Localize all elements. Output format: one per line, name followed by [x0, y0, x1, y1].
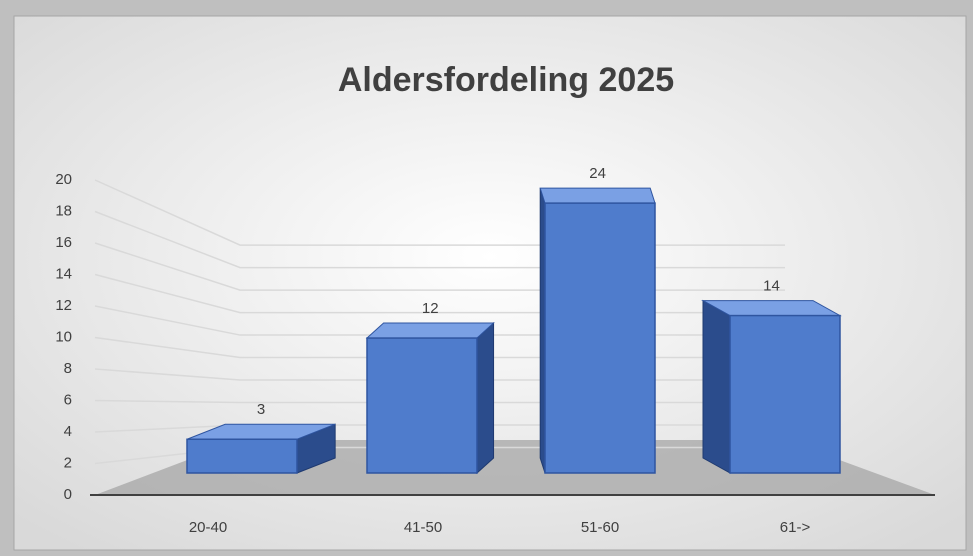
bar-top [539, 187, 656, 204]
y-tick-label: 6 [64, 391, 72, 408]
data-label: 14 [763, 278, 780, 295]
y-tick-label: 20 [55, 171, 72, 188]
data-label: 3 [257, 401, 265, 418]
y-tick-label: 14 [55, 265, 72, 282]
bar-side [702, 299, 731, 474]
y-tick-label: 10 [55, 328, 72, 345]
x-tick-label: 61-> [780, 519, 811, 536]
bar-group: 14 [701, 278, 842, 474]
y-tick-label: 12 [55, 297, 72, 314]
y-tick-label: 16 [55, 234, 72, 251]
bar-side [476, 321, 495, 475]
bars: 3 12 24 14 [186, 165, 842, 475]
x-tick-label: 51-60 [581, 519, 619, 536]
bar [186, 438, 298, 474]
y-tick-label: 0 [64, 486, 72, 503]
x-tick-label: 20-40 [189, 519, 227, 536]
bar [366, 337, 478, 474]
data-label: 12 [422, 300, 439, 317]
y-tick-label: 8 [64, 360, 72, 377]
y-tick-label: 2 [64, 454, 72, 471]
bar-group: 24 [539, 165, 656, 474]
bar [729, 314, 841, 474]
data-label: 24 [589, 165, 606, 182]
bar-group: 12 [365, 300, 495, 475]
chart-title: Aldersfordeling 2025 [337, 61, 675, 99]
bar [544, 202, 656, 474]
x-tick-label: 41-50 [404, 519, 442, 536]
bar-top [365, 322, 495, 339]
y-tick-label: 4 [64, 423, 72, 440]
y-tick-label: 18 [55, 202, 72, 219]
bar-group: 3 [186, 401, 336, 474]
